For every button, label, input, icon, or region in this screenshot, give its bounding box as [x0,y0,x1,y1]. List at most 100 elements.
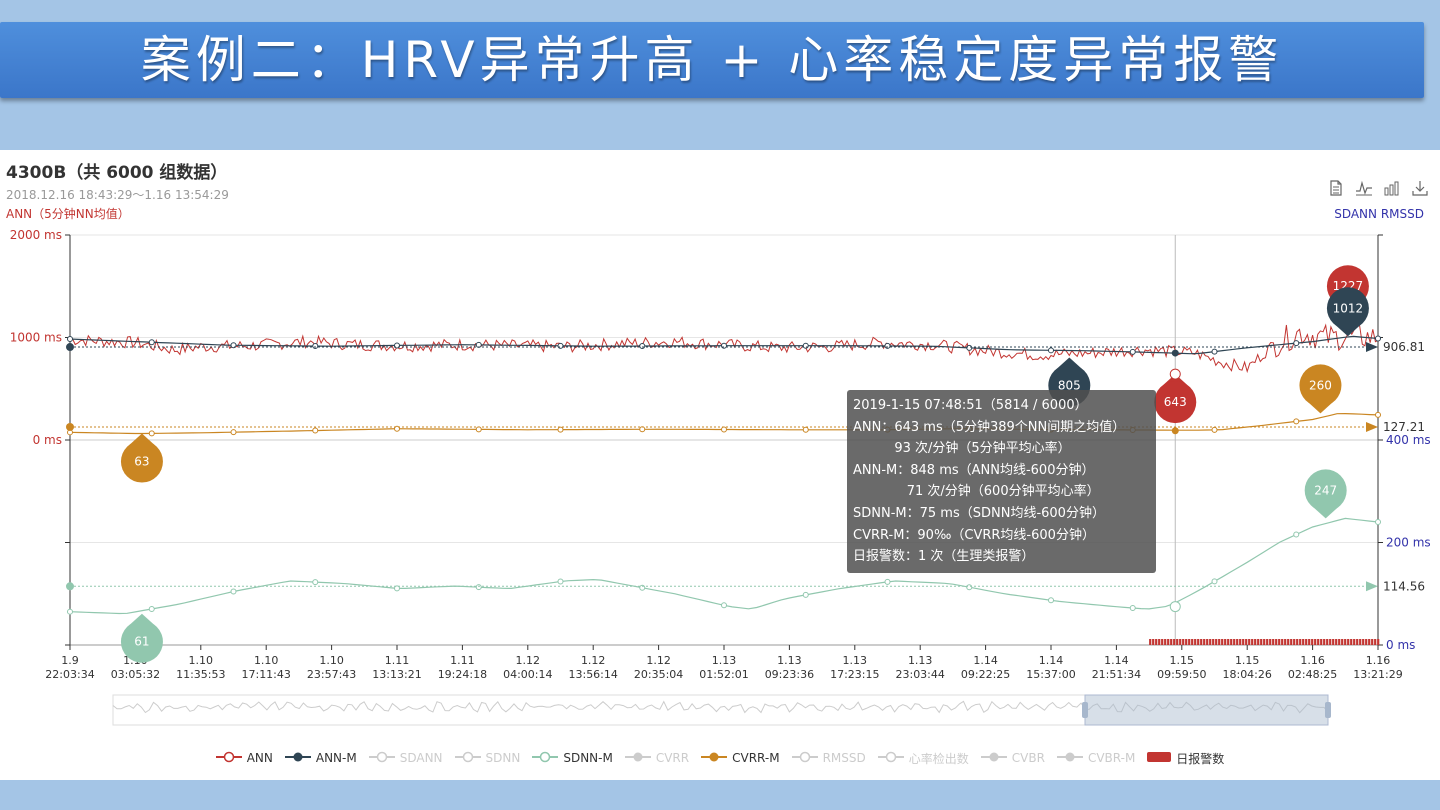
legend-swatch-icon [624,750,651,767]
x-tick-label: 1.12 [646,654,671,667]
series-point-CVRR-M [1293,418,1300,425]
x-tick-label: 1.16 [1366,654,1391,667]
marker-bubble [1326,287,1369,330]
series-point-CVRR-M [394,425,400,432]
line-chart-icon[interactable] [1354,178,1374,198]
alarm-bar [1212,639,1215,645]
alarm-bar [1308,639,1311,645]
legend-item[interactable]: CVRR [624,748,689,768]
series-point-SDNN-M [230,588,237,595]
datazoom-handle-left[interactable] [1082,702,1088,718]
x-tick-label: 1.15 [1235,654,1260,667]
alarm-bar [1194,639,1197,645]
alarm-bar [1218,639,1221,645]
x-tick-label: 17:23:15 [830,668,879,681]
legend-swatch-icon [877,750,904,767]
legend-swatch-icon [215,750,242,767]
series-point-SDNN-M [1129,605,1136,612]
series-point-ANN-M [148,339,155,346]
legend-label: CVBR-M [1087,751,1136,765]
alarm-bar [1203,639,1206,645]
hover-point-sdnn-m [1169,601,1181,613]
legend-item[interactable]: CVBR-M [1056,748,1136,768]
alarm-bar [1266,639,1269,645]
banner-title: 案例二：HRV异常升高 + 心率稳定度异常报警 [140,31,1284,89]
alarm-bar [1293,639,1296,645]
legend-item[interactable]: ANN-M [284,748,357,768]
legend-item[interactable]: 日报警数 [1147,748,1224,768]
series-point-ANN-M [884,342,891,349]
x-tick-label: 09:23:36 [765,668,814,681]
series-point-ANN-M [1048,347,1054,354]
bar-chart-icon[interactable] [1382,178,1402,198]
markline-arrow-CVRR-M [1366,421,1378,432]
markline-start-ANN-M [66,343,74,352]
download-icon[interactable] [1410,178,1430,198]
x-tick-label: 01:52:01 [699,668,748,681]
series-point-ANN-M [1129,348,1136,355]
legend-label: ANN [246,751,273,765]
x-tick-label: 1.14 [1039,654,1064,667]
alarm-bar [1254,639,1257,645]
y-axis-label-right: 400 ms [1386,433,1431,447]
x-tick-label: 1.12 [581,654,606,667]
alarm-bar [1350,639,1353,645]
data-view-icon[interactable] [1326,178,1346,198]
legend-item[interactable]: 心率检出数 [877,748,969,768]
legend-item[interactable]: SDNN-M [532,748,613,768]
alarm-bar [1365,639,1368,645]
alarm-bar [1227,639,1230,645]
x-tick-label: 1.13 [843,654,868,667]
legend-item[interactable]: SDNN [454,748,520,768]
alarm-bar [1377,639,1380,645]
alarm-bar [1332,639,1335,645]
legend-swatch-icon [284,750,311,767]
legend-item[interactable]: SDANN [368,748,443,768]
x-tick-label: 11:35:53 [176,668,225,681]
alarm-bar [1260,639,1263,645]
alarm-bar [1290,639,1293,645]
marker-label: 260 [1309,378,1332,392]
series-point-CVRR-M [230,429,237,436]
alarm-bar [1320,639,1323,645]
legend-item[interactable]: ANN [215,748,273,768]
markline-start-SDNN-M [66,582,74,591]
alarm-bar [1149,639,1152,645]
y-axis-label-left: 1000 ms [10,331,62,345]
legend-item[interactable]: CVRR-M [701,748,780,768]
alarm-bar [1338,639,1341,645]
alarm-bar [1275,639,1278,645]
series-point-CVRR-M [639,426,646,433]
legend-item[interactable]: CVBR [980,748,1045,768]
chart-title: 4300B（共 6000 组数据） [6,163,228,183]
alarm-bar [1353,639,1356,645]
alarm-bar [1281,639,1284,645]
chart-subtitle: 2018.12.16 18:43:29～1.16 13:54:29 [6,188,229,202]
series-point-CVRR-M [1211,426,1218,433]
legend-item[interactable]: RMSSD [791,748,866,768]
alarm-bar [1317,639,1320,645]
alarm-bar [1287,639,1290,645]
x-tick-label: 1.10 [254,654,279,667]
alarm-bar [1209,639,1212,645]
chart-area[interactable]: ANN（5分钟NN均值） SDANN RMSSD 2000 ms 1000 ms 0 m… [0,150,1440,780]
x-tick-label: 1.13 [712,654,737,667]
chart-toolbox [1326,178,1430,198]
alarm-bar [1155,639,1158,645]
x-tick-label: 1.13 [777,654,802,667]
x-tick-label: 1.14 [1104,654,1129,667]
marker-bubble [1299,364,1342,407]
series-point-ANN-M [1293,340,1300,347]
hover-point-ann [1169,368,1181,380]
legend-label: SDANN [399,751,443,765]
marker-label: 643 [1164,395,1187,409]
series-point-CVRR-M [312,427,319,434]
marker-bubble [120,620,163,663]
datazoom-handle-right[interactable] [1325,702,1331,718]
series-point-ANN-M [1375,335,1381,342]
alarm-bar [1200,639,1203,645]
alarm-bar [1278,639,1281,645]
alarm-bar [1191,639,1194,645]
series-point-SDNN-M [1211,578,1218,585]
legend-label: CVRR-M [732,751,780,765]
